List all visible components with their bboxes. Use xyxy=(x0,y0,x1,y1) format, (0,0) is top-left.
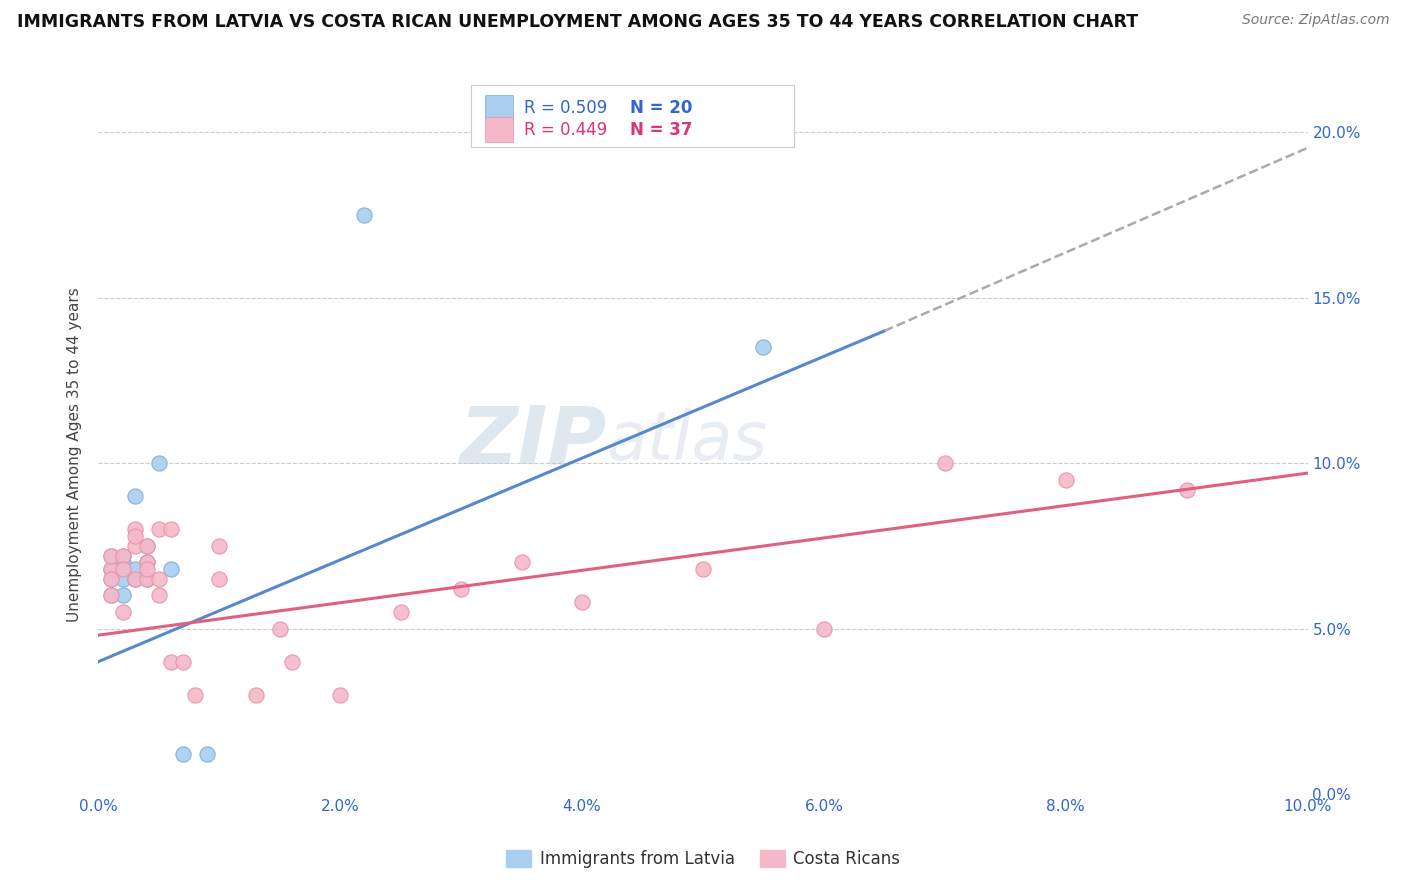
Point xyxy=(135,572,157,586)
Point xyxy=(124,572,146,586)
Point xyxy=(111,589,134,603)
Text: R = 0.509: R = 0.509 xyxy=(524,99,607,117)
Text: N = 37: N = 37 xyxy=(630,120,692,138)
Point xyxy=(172,655,194,669)
Point xyxy=(111,549,134,563)
Point xyxy=(208,572,231,586)
Point xyxy=(100,589,122,603)
Point xyxy=(135,539,157,553)
Point xyxy=(329,688,352,702)
Point xyxy=(172,747,194,762)
Point xyxy=(148,522,170,536)
Point xyxy=(124,522,146,536)
Point xyxy=(100,572,122,586)
Point xyxy=(135,539,157,553)
Point xyxy=(195,747,218,762)
Legend: Immigrants from Latvia, Costa Ricans: Immigrants from Latvia, Costa Ricans xyxy=(499,843,907,875)
Point xyxy=(100,589,122,603)
Point xyxy=(934,456,956,470)
Point xyxy=(389,605,412,619)
Point xyxy=(450,582,472,596)
Point xyxy=(160,655,183,669)
Point xyxy=(100,562,122,576)
Point xyxy=(111,605,134,619)
Point xyxy=(111,562,134,576)
Point xyxy=(135,555,157,569)
Y-axis label: Unemployment Among Ages 35 to 44 years: Unemployment Among Ages 35 to 44 years xyxy=(67,287,83,623)
Point xyxy=(353,208,375,222)
Point xyxy=(100,549,122,563)
Point xyxy=(124,562,146,576)
Point xyxy=(148,589,170,603)
Point xyxy=(124,529,146,543)
Point xyxy=(245,688,267,702)
Point xyxy=(208,539,231,553)
Text: R = 0.449: R = 0.449 xyxy=(524,120,607,138)
Point xyxy=(124,489,146,503)
Point xyxy=(111,555,134,569)
Point xyxy=(148,572,170,586)
Point xyxy=(148,456,170,470)
Point xyxy=(752,341,775,355)
Point xyxy=(100,562,122,576)
Point xyxy=(135,555,157,569)
Point xyxy=(135,572,157,586)
Point xyxy=(124,572,146,586)
Point xyxy=(281,655,304,669)
Point xyxy=(1175,483,1198,497)
Point xyxy=(135,562,157,576)
Point xyxy=(692,562,714,576)
Point xyxy=(269,622,291,636)
Text: atlas: atlas xyxy=(606,409,768,475)
Text: Source: ZipAtlas.com: Source: ZipAtlas.com xyxy=(1241,13,1389,28)
Point xyxy=(813,622,835,636)
Point xyxy=(1054,473,1077,487)
Point xyxy=(571,595,593,609)
Text: IMMIGRANTS FROM LATVIA VS COSTA RICAN UNEMPLOYMENT AMONG AGES 35 TO 44 YEARS COR: IMMIGRANTS FROM LATVIA VS COSTA RICAN UN… xyxy=(17,13,1137,31)
Point xyxy=(111,549,134,563)
Text: N = 20: N = 20 xyxy=(630,99,692,117)
Point xyxy=(160,522,183,536)
Point xyxy=(184,688,207,702)
Point xyxy=(100,572,122,586)
Point xyxy=(160,562,183,576)
Text: ZIP: ZIP xyxy=(458,402,606,481)
Point xyxy=(510,555,533,569)
Point xyxy=(124,539,146,553)
Point xyxy=(111,572,134,586)
Point xyxy=(100,549,122,563)
